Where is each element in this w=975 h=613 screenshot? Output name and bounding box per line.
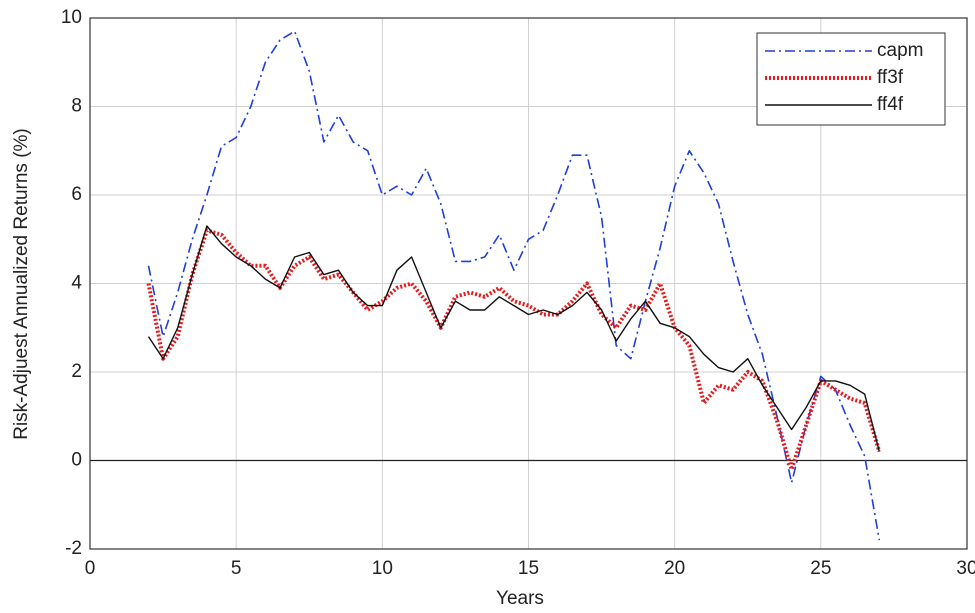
series-line bbox=[147, 30, 881, 541]
plot-frame bbox=[89, 17, 968, 550]
x-tick-label: 10 bbox=[372, 558, 393, 579]
y-tick-label: 4 bbox=[71, 273, 82, 294]
y-tick-label: 2 bbox=[71, 361, 82, 382]
x-axis-label: Years bbox=[496, 588, 544, 609]
legend: capm ff3f ff4f bbox=[756, 32, 946, 126]
y-axis-label: Risk-Adjuest Annualized Returns (%) bbox=[11, 128, 32, 440]
x-tick-label: 5 bbox=[231, 558, 242, 579]
x-tick-label: 15 bbox=[518, 558, 539, 579]
x-tick-label: 25 bbox=[810, 558, 831, 579]
y-tick-label: 6 bbox=[71, 184, 82, 205]
x-tick-label: 30 bbox=[956, 558, 975, 579]
x-tick-label: 0 bbox=[85, 558, 96, 579]
legend-label: ff3f bbox=[877, 67, 904, 88]
series-line bbox=[146, 228, 882, 472]
x-tick-label: 20 bbox=[664, 558, 685, 579]
y-tick-label: 0 bbox=[71, 450, 82, 471]
y-tick-label: 10 bbox=[61, 7, 82, 28]
y-tick-label: -2 bbox=[65, 538, 82, 559]
series-line bbox=[147, 225, 880, 452]
y-tick-label: 8 bbox=[71, 96, 82, 117]
legend-label: ff4f bbox=[877, 94, 904, 115]
legend-label: capm bbox=[877, 40, 923, 61]
